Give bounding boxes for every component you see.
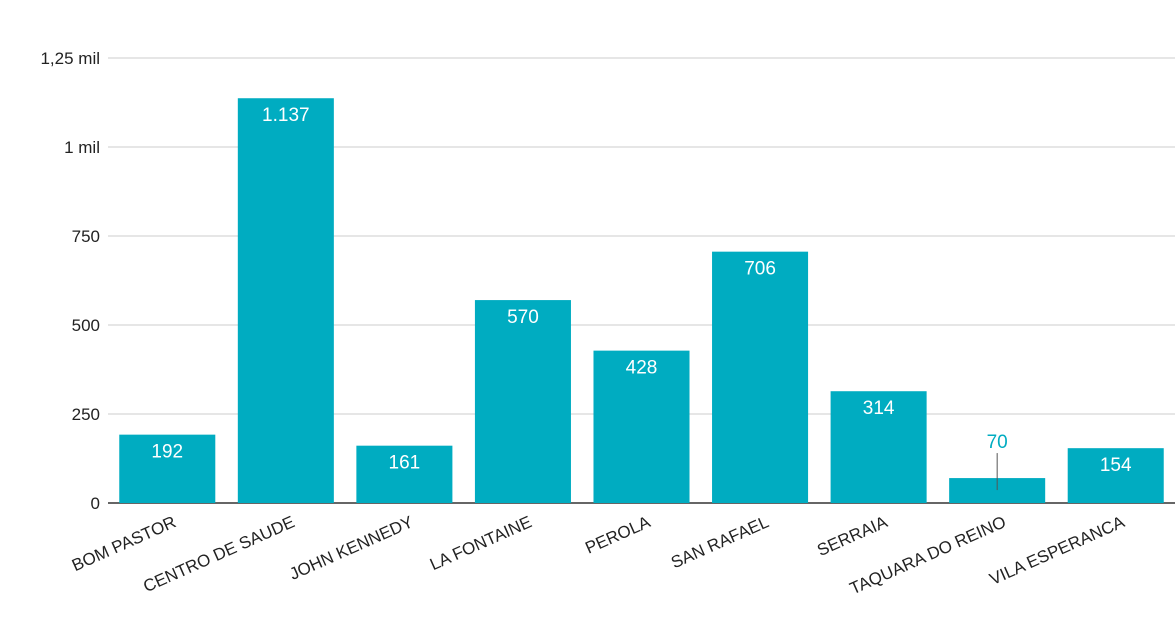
data-label-4: 428 (626, 358, 658, 379)
data-label-6: 314 (863, 398, 895, 419)
x-tick-label-3: LA FONTAINE (427, 512, 535, 574)
data-label-2: 161 (389, 453, 421, 474)
bar-5 (712, 251, 809, 503)
data-label-1: 1.137 (262, 105, 310, 126)
bar-4 (593, 350, 690, 503)
bar-6 (830, 391, 927, 503)
y-tick-label-1: 250 (72, 405, 100, 424)
y-axis-tick-labels: 0 250 500 750 1 mil 1,25 mil (40, 49, 100, 513)
bar-8 (1067, 448, 1164, 503)
data-labels: 192 1.137 161 570 428 706 314 70 154 (151, 105, 1132, 491)
y-tick-label-3: 750 (72, 227, 100, 246)
x-tick-label-4: PEROLA (582, 512, 653, 558)
bar-3 (474, 300, 571, 503)
bar-0 (119, 434, 216, 503)
bar-2 (356, 445, 453, 503)
x-tick-label-2: JOHN KENNEDY (287, 512, 416, 584)
y-tick-label-4: 1 mil (64, 138, 100, 157)
x-tick-label-5: SAN RAFAEL (668, 512, 772, 572)
y-tick-label-2: 500 (72, 316, 100, 335)
x-tick-label-8: VILA ESPERANCA (987, 512, 1128, 589)
bars (119, 98, 1164, 503)
data-label-3: 570 (507, 307, 539, 328)
y-tick-label-5: 1,25 mil (40, 49, 100, 68)
data-label-5: 706 (744, 259, 776, 280)
y-tick-label-0: 0 (91, 494, 100, 513)
x-tick-label-0: BOM PASTOR (69, 512, 179, 575)
data-label-8: 154 (1100, 455, 1132, 476)
data-label-0: 192 (151, 442, 183, 463)
data-label-7: 70 (987, 432, 1008, 453)
x-tick-label-6: SERRAIA (814, 512, 891, 560)
bar-1 (237, 98, 334, 503)
